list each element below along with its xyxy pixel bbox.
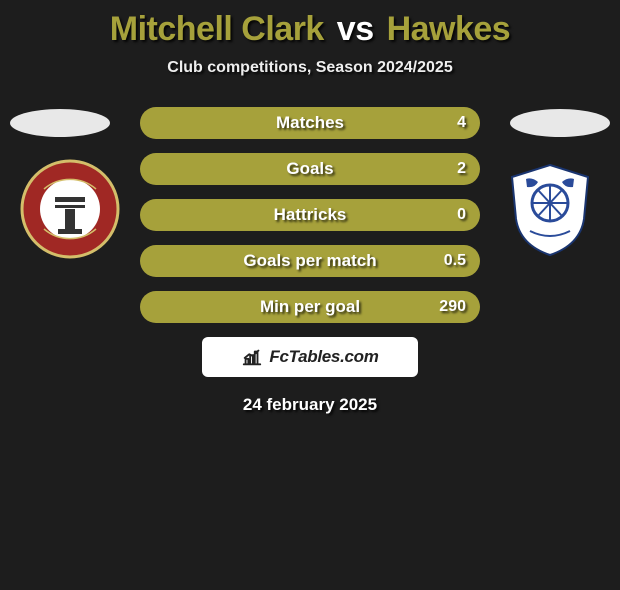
stat-bar: Goals per match0.5 <box>140 245 480 277</box>
source-logo-text: FcTables.com <box>269 347 378 367</box>
stat-value-right: 0.5 <box>444 252 466 270</box>
stat-label: Goals per match <box>140 251 480 271</box>
left-flag-icon <box>10 109 110 137</box>
stat-label: Hattricks <box>140 205 480 225</box>
stat-value-right: 2 <box>457 160 466 178</box>
player2-name: Hawkes <box>387 10 511 48</box>
subtitle: Club competitions, Season 2024/2025 <box>0 59 620 77</box>
stat-label: Matches <box>140 113 480 133</box>
stat-value-right: 0 <box>457 206 466 224</box>
comparison-content: Matches4Goals2Hattricks0Goals per match0… <box>0 107 620 415</box>
vs-text: vs <box>337 10 374 48</box>
stat-label: Goals <box>140 159 480 179</box>
stat-bar: Matches4 <box>140 107 480 139</box>
right-flag-icon <box>510 109 610 137</box>
stat-bar: Min per goal290 <box>140 291 480 323</box>
stat-bar: Hattricks0 <box>140 199 480 231</box>
stat-value-right: 290 <box>439 298 466 316</box>
source-logo: FcTables.com <box>202 337 418 377</box>
left-club-crest-icon <box>20 159 120 259</box>
stat-label: Min per goal <box>140 297 480 317</box>
snapshot-date: 24 february 2025 <box>0 395 620 415</box>
chart-icon <box>241 346 263 368</box>
stat-value-right: 4 <box>457 114 466 132</box>
right-club-crest-icon <box>500 159 600 259</box>
stat-bars: Matches4Goals2Hattricks0Goals per match0… <box>140 107 480 323</box>
player1-name: Mitchell Clark <box>110 10 324 48</box>
stat-bar: Goals2 <box>140 153 480 185</box>
comparison-title: Mitchell Clark vs Hawkes <box>0 10 620 49</box>
